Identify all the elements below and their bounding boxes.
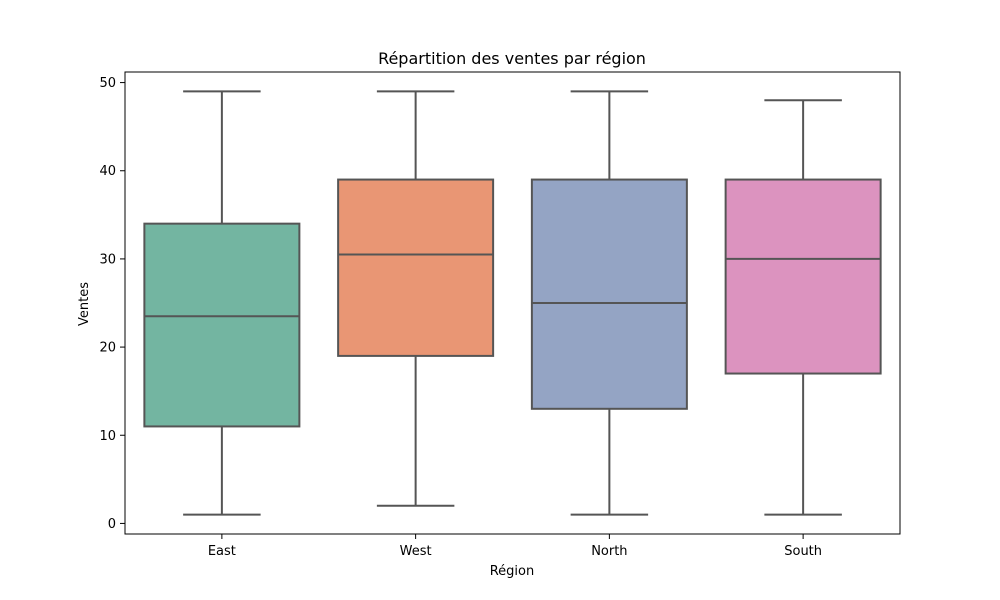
iqr-box (143, 222, 301, 428)
y-tick-label-30: 30 (99, 252, 116, 267)
iqr-box (724, 178, 882, 375)
box-west (337, 90, 495, 507)
y-axis-label: Ventes (77, 282, 92, 326)
box-north (530, 90, 688, 516)
y-tick-label-10: 10 (99, 429, 116, 444)
iqr-box (530, 178, 688, 410)
x-axis-label: Région (490, 564, 535, 579)
y-tick-label-20: 20 (99, 341, 116, 356)
plot-area: 0 10 20 30 40 50 East West North South (99, 71, 901, 559)
y-tick-label-40: 40 (99, 164, 116, 179)
box-south (724, 99, 882, 516)
y-tick-label-50: 50 (99, 76, 116, 91)
x-tick-label-north: North (591, 544, 627, 559)
axes-frame (124, 71, 901, 535)
x-tick-label-east: East (208, 544, 236, 559)
iqr-box (337, 178, 495, 357)
x-tick-label-west: West (400, 544, 432, 559)
chart-title: Répartition des ventes par région (378, 49, 646, 68)
box-east (143, 90, 301, 516)
y-tick-label-0: 0 (108, 517, 116, 532)
x-tick-label-south: South (784, 544, 822, 559)
